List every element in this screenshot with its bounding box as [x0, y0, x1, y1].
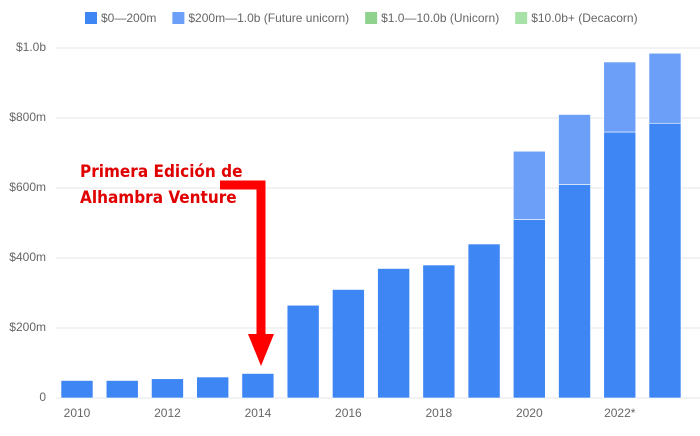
legend-swatch [85, 12, 97, 24]
annotation-arrow [220, 180, 266, 338]
bar-segment [512, 219, 546, 399]
bar-segment [648, 52, 682, 124]
y-tick-label: $400m [9, 250, 46, 264]
legend-swatch [172, 12, 185, 24]
bar-segment [422, 264, 456, 399]
bar-segment [286, 304, 320, 399]
bar-segment [105, 380, 139, 399]
bar-segment [241, 373, 275, 399]
annotation-arrowhead [248, 334, 274, 366]
legend-label: $1.0—10.0b (Unicorn) [381, 11, 499, 25]
bar-segment [603, 61, 637, 133]
bar-segment [558, 114, 591, 185]
y-tick-label: 0 [39, 390, 46, 404]
bar-segment [467, 243, 501, 399]
bar-segment [558, 184, 591, 399]
x-tick-label: 2014 [245, 406, 272, 420]
x-tick-label: 2016 [335, 406, 362, 420]
y-tick-label: $800m [9, 110, 46, 124]
bar-segment [512, 150, 546, 220]
y-tick-label: $1.0b [16, 40, 46, 54]
legend-swatch [365, 12, 378, 24]
bars [60, 52, 682, 399]
x-tick-label: 2010 [64, 406, 91, 420]
x-tick-label: 2012 [154, 406, 181, 420]
legend-label: $10.0b+ (Decacorn) [531, 11, 637, 25]
legend-label: $0—200m [101, 11, 156, 25]
bar-segment [60, 380, 94, 399]
y-tick-label: $200m [9, 320, 46, 334]
annotation-text: Primera Edición de [80, 162, 242, 182]
x-tick-label: 2020 [516, 406, 543, 420]
legend-label: $200m—1.0b (Future unicorn) [188, 11, 349, 25]
bar-segment [648, 122, 682, 399]
bar-segment [196, 376, 229, 399]
annotation-text: Alhambra Venture [80, 188, 237, 208]
x-tick-label: 2018 [425, 406, 452, 420]
grid [56, 47, 700, 399]
bar-segment [377, 268, 410, 399]
bar-segment [151, 378, 184, 399]
x-tick-label: 2022* [604, 406, 636, 420]
bar-segment [332, 289, 365, 399]
y-tick-label: $600m [9, 180, 46, 194]
legend-swatch [515, 12, 528, 24]
bar-segment [603, 131, 637, 399]
